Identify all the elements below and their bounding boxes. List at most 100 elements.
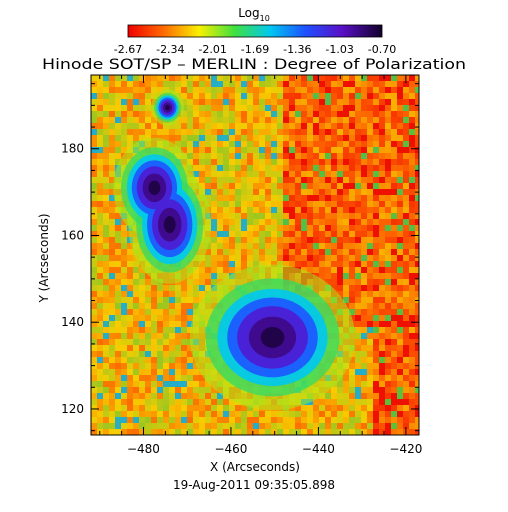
texture-cell xyxy=(109,213,115,219)
texture-cell xyxy=(229,177,235,183)
texture-cell xyxy=(139,393,145,399)
texture-cell xyxy=(379,327,385,333)
texture-cell xyxy=(415,93,419,99)
texture-cell xyxy=(403,123,409,129)
texture-cell xyxy=(193,123,199,129)
texture-cell xyxy=(241,207,247,213)
texture-cell xyxy=(103,369,109,375)
texture-cell xyxy=(325,99,331,105)
texture-cell xyxy=(133,411,139,417)
texture-cell xyxy=(145,423,151,429)
texture-cell xyxy=(115,327,121,333)
texture-cell xyxy=(145,321,151,327)
texture-cell xyxy=(295,417,301,423)
texture-cell xyxy=(343,261,349,267)
texture-cell xyxy=(355,297,361,303)
texture-cell xyxy=(121,327,127,333)
texture-cell xyxy=(379,183,385,189)
texture-cell xyxy=(247,75,253,81)
texture-cell xyxy=(283,429,289,435)
texture-cell xyxy=(391,93,397,99)
texture-cell xyxy=(241,225,247,231)
texture-cell xyxy=(391,207,397,213)
texture-cell xyxy=(157,285,163,291)
texture-cell xyxy=(331,201,337,207)
texture-cell xyxy=(373,237,379,243)
texture-cell xyxy=(415,99,419,105)
texture-cell xyxy=(367,189,373,195)
texture-cell xyxy=(367,405,373,411)
texture-cell xyxy=(385,363,391,369)
texture-cell xyxy=(109,309,115,315)
texture-cell xyxy=(205,381,211,387)
texture-cell xyxy=(187,147,193,153)
texture-cell xyxy=(229,141,235,147)
texture-cell xyxy=(289,183,295,189)
texture-cell xyxy=(403,369,409,375)
texture-cell xyxy=(91,201,97,207)
texture-cell xyxy=(289,111,295,117)
texture-cell xyxy=(157,333,163,339)
texture-cell xyxy=(145,309,151,315)
texture-cell xyxy=(133,351,139,357)
texture-cell xyxy=(289,219,295,225)
texture-cell xyxy=(259,87,265,93)
texture-cell xyxy=(169,363,175,369)
texture-cell xyxy=(223,399,229,405)
texture-cell xyxy=(139,351,145,357)
texture-cell xyxy=(295,405,301,411)
texture-cell xyxy=(97,291,103,297)
texture-cell xyxy=(223,213,229,219)
texture-cell xyxy=(151,303,157,309)
texture-cell xyxy=(385,261,391,267)
texture-cell xyxy=(223,429,229,435)
texture-cell xyxy=(187,387,193,393)
texture-cell xyxy=(343,273,349,279)
texture-cell xyxy=(301,105,307,111)
texture-cell xyxy=(391,351,397,357)
texture-cell xyxy=(217,189,223,195)
texture-cell xyxy=(205,93,211,99)
texture-cell xyxy=(121,297,127,303)
texture-cell xyxy=(175,351,181,357)
texture-cell xyxy=(403,171,409,177)
texture-cell xyxy=(139,93,145,99)
texture-cell xyxy=(391,219,397,225)
texture-cell xyxy=(163,327,169,333)
texture-cell xyxy=(157,303,163,309)
texture-cell xyxy=(307,111,313,117)
texture-cell xyxy=(97,405,103,411)
texture-cell xyxy=(115,99,121,105)
texture-cell xyxy=(211,213,217,219)
texture-cell xyxy=(295,147,301,153)
texture-cell xyxy=(205,135,211,141)
texture-cell xyxy=(97,363,103,369)
texture-cell xyxy=(199,93,205,99)
texture-cell xyxy=(355,99,361,105)
texture-cell xyxy=(235,159,241,165)
texture-cell xyxy=(337,405,343,411)
texture-cell xyxy=(127,75,133,81)
texture-cell xyxy=(181,327,187,333)
texture-cell xyxy=(157,375,163,381)
texture-cell xyxy=(181,351,187,357)
texture-cell xyxy=(331,225,337,231)
texture-cell xyxy=(145,99,151,105)
texture-cell xyxy=(121,417,127,423)
texture-cell xyxy=(181,429,187,435)
texture-cell xyxy=(229,405,235,411)
texture-cell xyxy=(133,375,139,381)
texture-cell xyxy=(361,231,367,237)
texture-cell xyxy=(301,81,307,87)
texture-cell xyxy=(187,315,193,321)
texture-cell xyxy=(373,405,379,411)
texture-cell xyxy=(367,387,373,393)
texture-cell xyxy=(103,213,109,219)
texture-cell xyxy=(223,249,229,255)
texture-cell xyxy=(187,87,193,93)
texture-cell xyxy=(133,357,139,363)
texture-cell xyxy=(91,321,97,327)
texture-cell xyxy=(97,183,103,189)
texture-cell xyxy=(295,249,301,255)
texture-cell xyxy=(361,345,367,351)
